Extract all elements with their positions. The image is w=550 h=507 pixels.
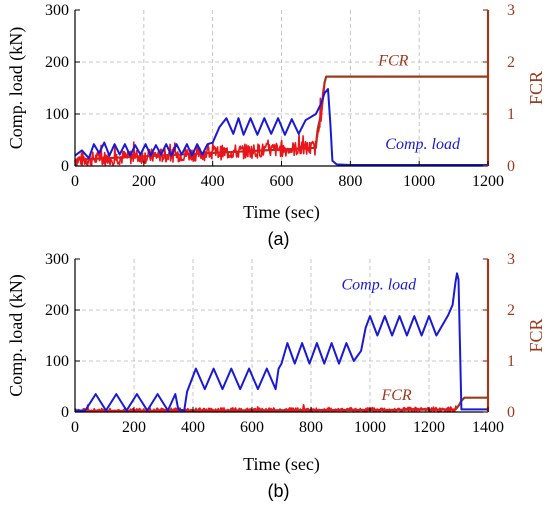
x-axis-label: Time (sec) (243, 454, 320, 475)
y-tick-label: 300 (45, 251, 69, 268)
y2-tick-label: 1 (507, 353, 515, 370)
x-tick-label: 600 (270, 173, 294, 190)
y-tick-label: 200 (45, 302, 69, 319)
comp-load-series-line (75, 272, 488, 412)
gridlines (75, 10, 488, 166)
x-axis-label: Time (sec) (243, 202, 320, 223)
x-tick-label: 1000 (354, 419, 386, 436)
y2-tick-label: 3 (507, 2, 515, 19)
panel-label: (b) (268, 481, 290, 501)
x-tick-label: 0 (71, 173, 79, 190)
y2-tick-label: 0 (507, 158, 515, 175)
x-tick-label: 800 (299, 419, 323, 436)
x-tick-label: 1200 (472, 173, 504, 190)
y-tick-label: 100 (45, 353, 69, 370)
panel-a: 0 200 400 600 800 1000 120001002003000123Time … (6, 2, 546, 249)
annotation-fcr: FCR (380, 387, 411, 404)
y-tick-label: 300 (45, 2, 69, 19)
x-tick-label: 200 (122, 419, 146, 436)
fcr-noise-line (74, 404, 458, 413)
x-tick-label: 400 (181, 419, 205, 436)
x-tick-label: 1400 (472, 419, 504, 436)
x-tick-label: 1200 (413, 419, 445, 436)
comp-load-series-line (74, 88, 488, 166)
panel-label: (a) (268, 229, 290, 249)
annotation-comp-load: Comp. load (342, 277, 418, 294)
y-tick-label: 0 (61, 404, 69, 421)
x-tick-label: 1000 (403, 173, 435, 190)
y-axis-label: Comp. load (kN) (6, 274, 27, 396)
y2-tick-label: 2 (507, 302, 515, 319)
y2-axis-label: FCR (526, 318, 546, 352)
x-tick-label: 0 (71, 419, 79, 436)
y2-axis-label: FCR (526, 71, 546, 105)
gridlines (75, 259, 488, 412)
x-tick-label: 200 (132, 173, 156, 190)
y2-tick-label: 2 (507, 54, 515, 71)
x-tick-label: 800 (338, 173, 362, 190)
x-tick-label: 600 (240, 419, 264, 436)
y-tick-label: 100 (45, 106, 69, 123)
y2-tick-label: 0 (507, 404, 515, 421)
y2-tick-label: 1 (507, 106, 515, 123)
y-tick-label: 0 (61, 158, 69, 175)
y-tick-label: 200 (45, 54, 69, 71)
fcr-noise-line (74, 83, 326, 167)
x-tick-label: 400 (201, 173, 225, 190)
panel-b: 0 200 400 600 800 1000 1200 140001002003000123T… (6, 251, 546, 501)
y2-tick-label: 3 (507, 251, 515, 268)
y-axis-label: Comp. load (kN) (6, 27, 27, 149)
annotation-fcr: FCR (377, 53, 408, 70)
annotation-comp-load: Comp. load (385, 136, 461, 153)
